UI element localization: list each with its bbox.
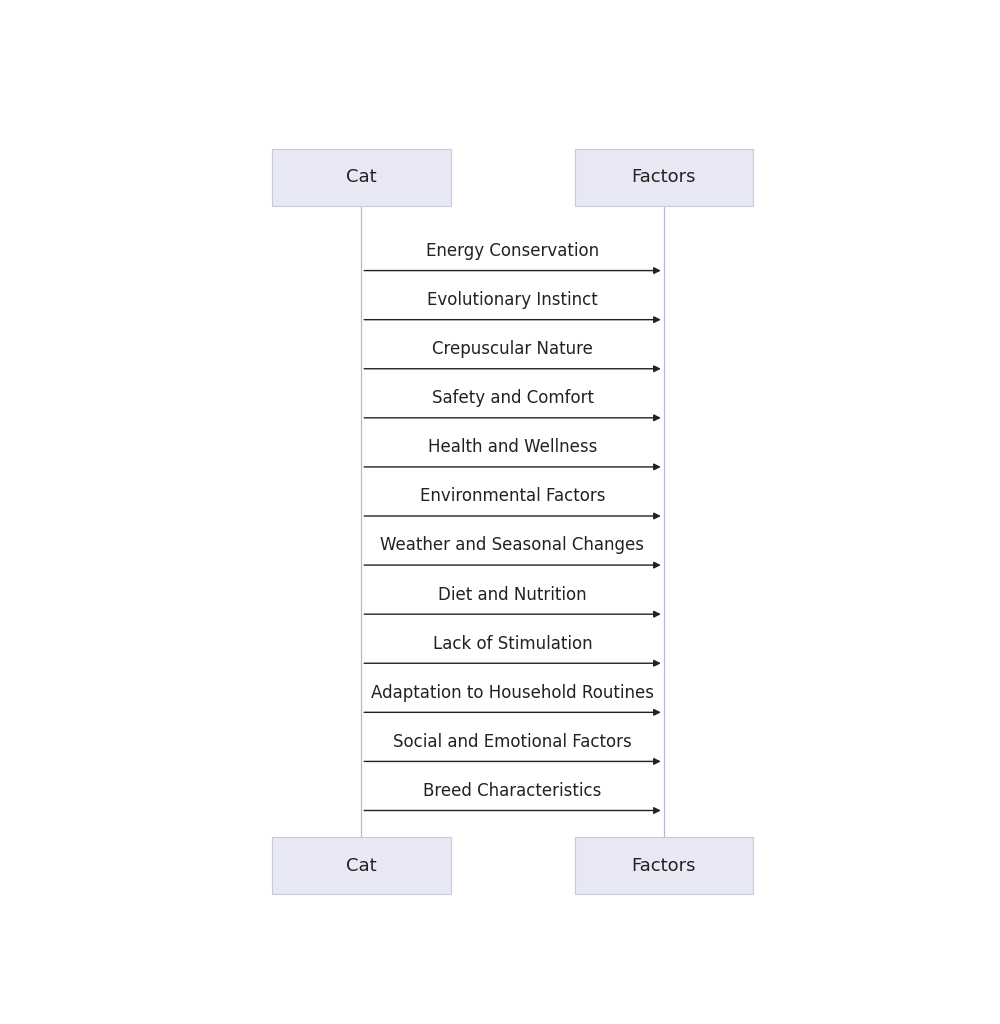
Text: Lack of Stimulation: Lack of Stimulation xyxy=(433,635,592,652)
FancyBboxPatch shape xyxy=(272,838,451,894)
Text: Weather and Seasonal Changes: Weather and Seasonal Changes xyxy=(380,537,644,554)
Text: Cat: Cat xyxy=(346,168,377,186)
Text: Diet and Nutrition: Diet and Nutrition xyxy=(438,586,587,603)
Text: Adaptation to Household Routines: Adaptation to Household Routines xyxy=(371,684,654,701)
Text: Breed Characteristics: Breed Characteristics xyxy=(423,782,602,800)
FancyBboxPatch shape xyxy=(574,838,753,894)
FancyBboxPatch shape xyxy=(574,148,753,206)
Text: Crepuscular Nature: Crepuscular Nature xyxy=(432,340,593,358)
Text: Factors: Factors xyxy=(631,168,696,186)
Text: Environmental Factors: Environmental Factors xyxy=(420,487,605,506)
Text: Social and Emotional Factors: Social and Emotional Factors xyxy=(393,733,632,751)
Text: Cat: Cat xyxy=(346,857,377,874)
Text: Energy Conservation: Energy Conservation xyxy=(426,242,599,260)
Text: Evolutionary Instinct: Evolutionary Instinct xyxy=(427,291,598,309)
Text: Safety and Comfort: Safety and Comfort xyxy=(432,389,594,408)
FancyBboxPatch shape xyxy=(272,148,451,206)
Text: Factors: Factors xyxy=(631,857,696,874)
Text: Health and Wellness: Health and Wellness xyxy=(428,438,597,457)
